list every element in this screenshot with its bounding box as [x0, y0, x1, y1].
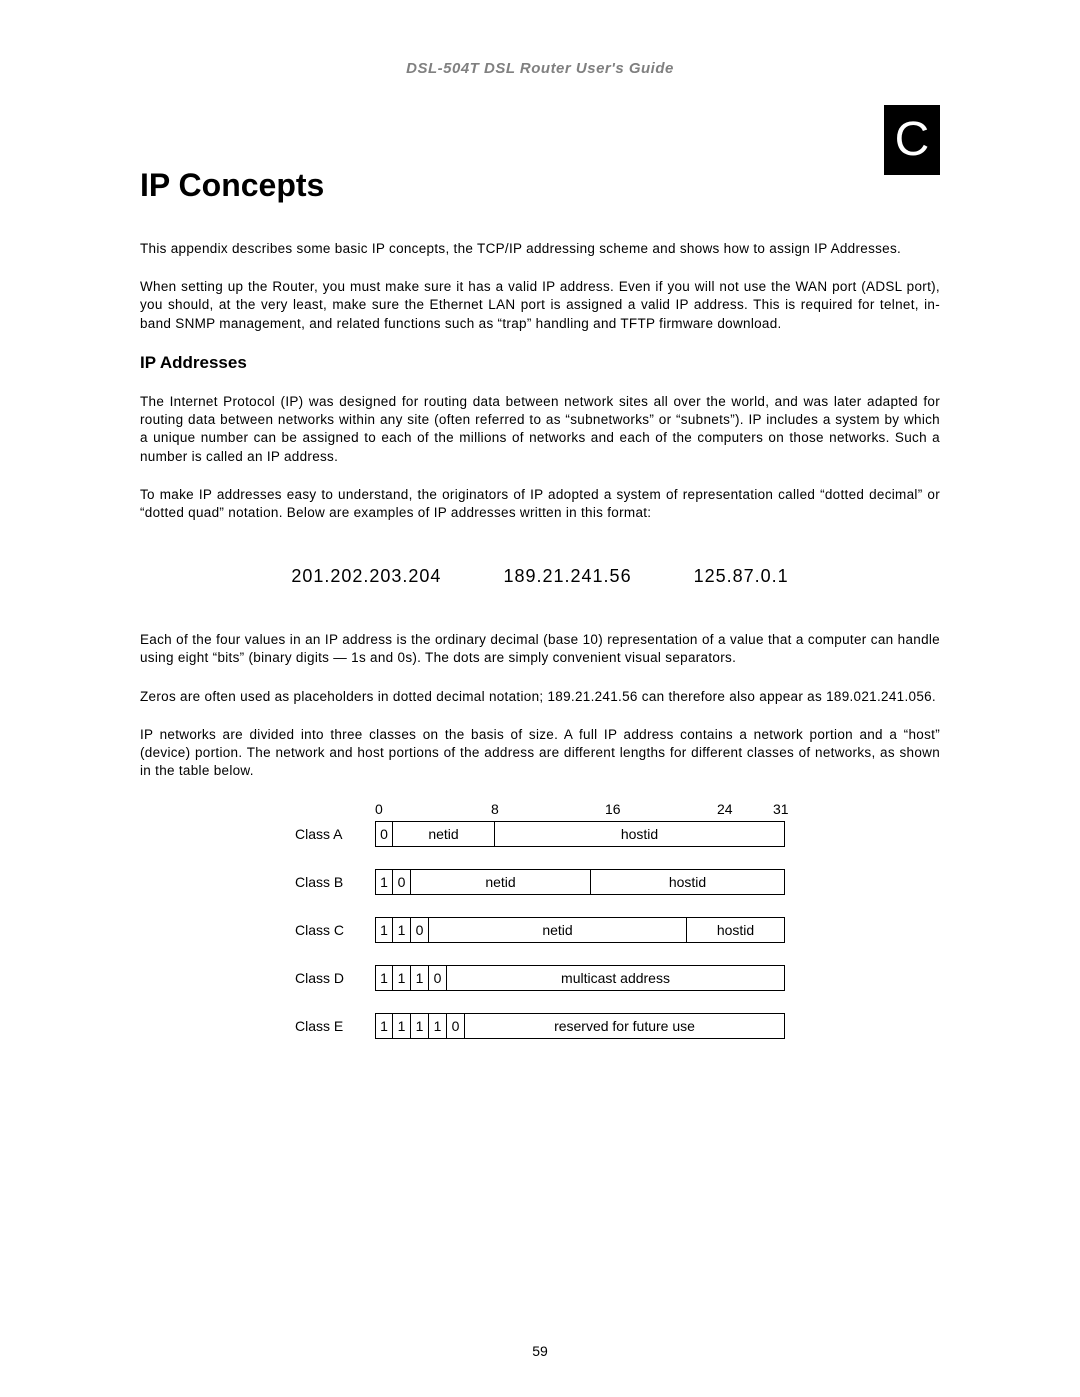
- segment-netid: netid: [429, 917, 687, 943]
- prefix-bit: 1: [411, 965, 429, 991]
- bit-scale: 0 8 16 24 31: [375, 801, 785, 819]
- bit-mark: 24: [717, 801, 733, 817]
- intro-paragraph-2: When setting up the Router, you must mak…: [140, 278, 940, 333]
- ip-example: 125.87.0.1: [694, 566, 789, 587]
- prefix-bit: 1: [375, 917, 393, 943]
- intro-paragraph-1: This appendix describes some basic IP co…: [140, 240, 940, 258]
- segment-netid: netid: [393, 821, 495, 847]
- ip-paragraph-4: Zeros are often used as placeholders in …: [140, 688, 940, 706]
- ip-example: 201.202.203.204: [291, 566, 441, 587]
- prefix-bit: 1: [375, 965, 393, 991]
- bit-mark: 0: [375, 801, 383, 817]
- class-label: Class C: [295, 922, 375, 938]
- class-bar: 0 netid hostid: [375, 821, 785, 847]
- prefix-bit: 0: [393, 869, 411, 895]
- segment-hostid: hostid: [495, 821, 785, 847]
- prefix-bit: 1: [411, 1013, 429, 1039]
- class-row-b: Class B 1 0 netid hostid: [295, 869, 785, 895]
- ip-paragraph-2: To make IP addresses easy to understand,…: [140, 486, 940, 522]
- prefix-bit: 0: [429, 965, 447, 991]
- class-bar: 1 1 1 1 0 reserved for future use: [375, 1013, 785, 1039]
- header-guide-title: DSL-504T DSL Router User's Guide: [140, 60, 940, 77]
- bit-mark: 31: [773, 801, 789, 817]
- ip-paragraph-3: Each of the four values in an IP address…: [140, 631, 940, 667]
- class-row-d: Class D 1 1 1 0 multicast address: [295, 965, 785, 991]
- page-number: 59: [0, 1343, 1080, 1359]
- prefix-bit: 1: [393, 1013, 411, 1039]
- class-row-c: Class C 1 1 0 netid hostid: [295, 917, 785, 943]
- prefix-bit: 1: [393, 965, 411, 991]
- class-label: Class E: [295, 1018, 375, 1034]
- ip-paragraph-5: IP networks are divided into three class…: [140, 726, 940, 781]
- segment-multicast: multicast address: [447, 965, 785, 991]
- page-title: IP Concepts: [140, 167, 940, 204]
- appendix-letter-badge: C: [884, 105, 940, 175]
- ip-example: 189.21.241.56: [503, 566, 631, 587]
- class-label: Class D: [295, 970, 375, 986]
- class-bar: 1 0 netid hostid: [375, 869, 785, 895]
- segment-hostid: hostid: [687, 917, 785, 943]
- prefix-bit: 0: [411, 917, 429, 943]
- class-row-e: Class E 1 1 1 1 0 reserved for future us…: [295, 1013, 785, 1039]
- class-label: Class A: [295, 826, 375, 842]
- class-row-a: Class A 0 netid hostid: [295, 821, 785, 847]
- bit-mark: 16: [605, 801, 621, 817]
- prefix-bit: 0: [375, 821, 393, 847]
- prefix-bit: 0: [447, 1013, 465, 1039]
- prefix-bit: 1: [375, 869, 393, 895]
- document-page: DSL-504T DSL Router User's Guide C IP Co…: [0, 0, 1080, 1397]
- class-label: Class B: [295, 874, 375, 890]
- segment-reserved: reserved for future use: [465, 1013, 785, 1039]
- prefix-bit: 1: [429, 1013, 447, 1039]
- prefix-bit: 1: [393, 917, 411, 943]
- bit-mark: 8: [491, 801, 499, 817]
- prefix-bit: 1: [375, 1013, 393, 1039]
- ip-examples-row: 201.202.203.204 189.21.241.56 125.87.0.1: [140, 566, 940, 587]
- segment-netid: netid: [411, 869, 591, 895]
- section-heading-ip-addresses: IP Addresses: [140, 353, 940, 373]
- ip-class-diagram: 0 8 16 24 31 Class A 0 netid hostid Clas…: [295, 801, 785, 1039]
- class-bar: 1 1 1 0 multicast address: [375, 965, 785, 991]
- class-bar: 1 1 0 netid hostid: [375, 917, 785, 943]
- segment-hostid: hostid: [591, 869, 785, 895]
- ip-paragraph-1: The Internet Protocol (IP) was designed …: [140, 393, 940, 466]
